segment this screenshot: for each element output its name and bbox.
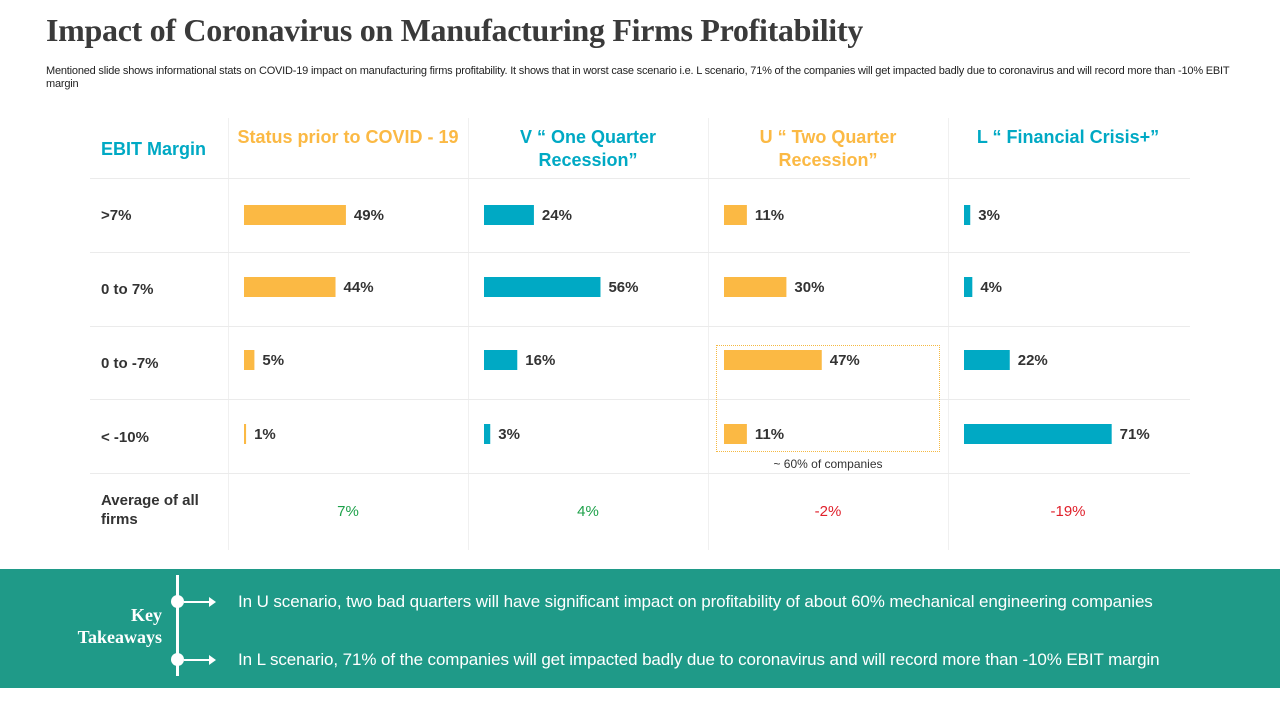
bar <box>244 350 255 370</box>
bar <box>724 277 787 297</box>
bar-value-label: 49% <box>354 207 384 224</box>
key-takeaways-title: Key Takeaways <box>77 605 162 647</box>
takeaway-bullet-icon <box>171 595 184 608</box>
bar-value-label: 71% <box>1120 426 1150 443</box>
column-header-prior-covid: Status prior to COVID - 19 <box>237 127 459 147</box>
bar <box>964 424 1112 444</box>
bar-value-label: 44% <box>344 279 374 296</box>
bar <box>724 205 747 225</box>
column-header-v-recession: V “ One Quarter Recession” <box>519 127 657 170</box>
grid-hline <box>90 252 1190 253</box>
row-label-0-to-minus-7: 0 to -7% <box>101 355 159 372</box>
bar-value-label: 1% <box>254 426 276 443</box>
bar-chart: 49% 44% 5% 1% 24% 56% 16% 3% 11% 30% 47% 11% 3% 4% 22%… <box>244 205 1150 444</box>
bar <box>964 205 971 225</box>
bar-value-label: 11% <box>755 426 784 443</box>
grid-hline <box>90 178 1190 179</box>
bar <box>964 350 1010 370</box>
takeaway-bullet-icon <box>171 653 184 666</box>
average-v-recession: 4% <box>577 503 599 520</box>
bar <box>244 277 336 297</box>
page-title: Impact of Coronavirus on Manufacturing F… <box>46 12 863 48</box>
bar-value-label: 16% <box>525 352 555 369</box>
bar <box>724 350 822 370</box>
ebit-margin-table: EBIT Margin Status prior to COVID - 19 V… <box>90 118 1190 550</box>
row-label-0-to-7: 0 to 7% <box>101 281 154 298</box>
key-takeaways-banner <box>0 569 1280 688</box>
grid-hline <box>90 326 1190 327</box>
takeaway-connector-line <box>176 575 179 676</box>
grid-vline <box>228 118 229 550</box>
average-l-crisis: -19% <box>1050 503 1086 520</box>
bar-value-label: 24% <box>542 207 572 224</box>
bar <box>964 277 973 297</box>
bar <box>244 424 247 444</box>
column-header-u-recession: U “ Two Quarter Recession” <box>759 127 897 170</box>
bar-value-label: 22% <box>1018 352 1048 369</box>
bar <box>484 277 601 297</box>
highlight-box <box>716 345 940 452</box>
bar <box>244 205 346 225</box>
bar <box>724 424 747 444</box>
bar <box>484 205 534 225</box>
arrow-right-icon <box>184 655 216 665</box>
takeaway-l-scenario: In L scenario, 71% of the companies will… <box>238 650 1160 669</box>
average-prior-covid: 7% <box>337 503 359 520</box>
grid-vline <box>468 118 469 550</box>
row-header-ebit-margin: EBIT Margin <box>101 139 207 159</box>
grid-vline <box>708 118 709 550</box>
row-label-above-7: >7% <box>101 207 132 224</box>
bar-value-label: 3% <box>498 426 520 443</box>
bar-value-label: 30% <box>794 279 824 296</box>
bar-value-label: 5% <box>262 352 284 369</box>
average-row-label: Average of all firms <box>101 492 199 528</box>
grid-vline <box>948 118 949 550</box>
bar-value-label: 3% <box>978 207 1000 224</box>
bar-value-label: 11% <box>755 207 784 224</box>
takeaway-u-scenario: In U scenario, two bad quarters will hav… <box>238 592 1153 611</box>
bar-value-label: 56% <box>608 279 638 296</box>
column-header-l-crisis: L “ Financial Crisis+” <box>976 127 1160 147</box>
average-u-recession: -2% <box>814 503 842 520</box>
bar <box>484 424 491 444</box>
bar-value-label: 47% <box>830 352 860 369</box>
grid-hline <box>90 473 1190 474</box>
annotation-60-percent: ~ 60% of companies <box>773 457 883 471</box>
page-subtitle: Mentioned slide shows informational stat… <box>46 65 1230 90</box>
bar-value-label: 4% <box>980 279 1002 296</box>
row-label-below-minus-10: < -10% <box>101 429 149 446</box>
grid-hline <box>90 399 1190 400</box>
bar <box>484 350 518 370</box>
arrow-right-icon <box>184 597 216 607</box>
